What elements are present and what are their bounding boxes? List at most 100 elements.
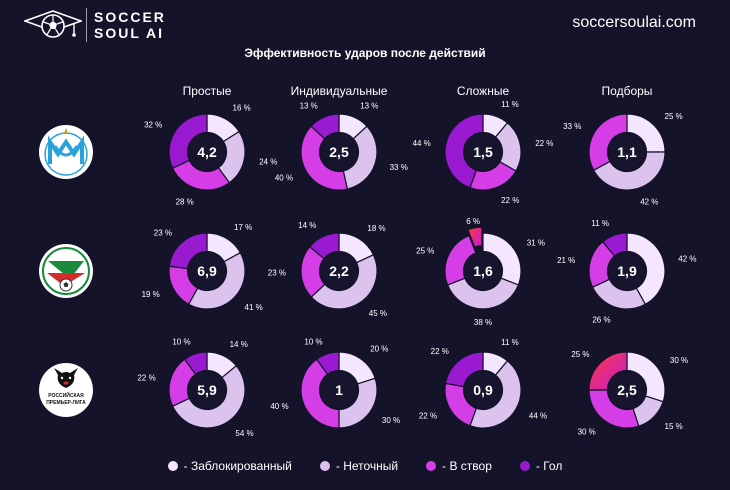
donut-segment [168,232,208,270]
header: SOCCER SOUL AI soccersoulai.com [0,0,730,50]
donut-hole [320,133,358,171]
segment-label: 16 % [233,103,251,112]
segment-label: 22 % [535,139,553,148]
segment-label: 25 % [416,247,434,256]
segment-label: 44 % [413,139,431,148]
legend-swatch [426,461,437,471]
legend-swatch [519,461,530,471]
column-header: Сложные [457,84,510,98]
donut-segment [168,113,208,169]
legend-label: - Заблокированный [183,459,292,473]
donut-segment [315,351,340,376]
donut-center-value: 1,6 [473,263,493,279]
segment-label: 13 % [360,101,378,110]
segment-label: 33 % [390,163,408,172]
segment-label: 21 % [557,256,575,265]
segment-label: 38 % [474,318,492,327]
segment-label: 45 % [369,309,387,318]
column-header: Подборы [602,84,653,98]
legend-item: - Гол [519,459,563,473]
segment-label: 10 % [172,338,190,347]
donut-hole [464,133,502,171]
donut-hole [320,371,358,409]
brand-line-1: SOCCER [94,9,166,25]
segment-label: 30 % [670,356,688,365]
donut: 30 % 15 % 30 % 25 % 2,5 [571,350,688,436]
donut-segment [310,113,340,140]
segment-label: 25 % [665,112,683,121]
legend-label: - Гол [535,459,563,473]
segment-label: 17 % [234,223,252,232]
donut-segment [588,113,628,172]
donut-segment [310,254,378,310]
segment-label: 33 % [563,122,581,131]
donut-center-value: 1,5 [473,144,493,160]
segment-label: 25 % [571,350,589,359]
legend-item: - Неточный [319,459,399,473]
segment-label: 22 % [137,373,155,382]
brand-line-2: SOUL AI [94,25,165,41]
donut-segment [444,351,484,388]
segment-label: 30 % [578,427,596,436]
donut-center-value: 5,9 [197,382,217,398]
donut: 31 % 38 % 25 % 6 % 1,6 [416,217,545,327]
donut-segment [300,125,349,191]
donut-center-value: 1,9 [617,263,637,279]
donut-hole [608,133,646,171]
donut-center-value: 2,5 [617,382,637,398]
donut-hole [608,371,646,409]
column-header: Простые [183,84,232,98]
donut-segment [469,360,522,429]
segment-label: 10 % [304,338,322,347]
donut-segment [601,232,628,257]
segment-label: 6 % [466,217,480,226]
donut-center-value: 2,5 [329,144,349,160]
brand-name: SOCCER SOUL AI [94,9,166,41]
donut-segment [183,351,208,376]
marseille-crest-icon [39,125,93,179]
segment-label: 11 % [591,219,609,228]
donut-segment [300,358,340,429]
donut-center-value: 0,9 [473,382,493,398]
segment-label: 18 % [367,224,385,233]
segment-label: 28 % [176,197,194,206]
column-header: Индивидуальные [291,84,388,98]
segment-label: 11 % [501,100,519,109]
donut-segment [588,351,628,391]
segment-label: 42 % [640,197,658,206]
donut-hole [188,252,226,290]
donut: 18 % 45 % 23 % 14 % 2,2 [268,221,387,318]
segment-label: 40 % [270,402,288,411]
donut-hole [464,252,502,290]
segment-label: 20 % [370,345,388,354]
legend-label: - Неточный [335,459,399,473]
segment-label: 13 % [300,101,318,110]
donut-hole [320,252,358,290]
site-url: soccersoulai.com [572,14,696,31]
donut-hole [464,371,502,409]
legend-swatch [167,461,178,471]
segment-label: 32 % [144,121,162,130]
segment-label: 42 % [678,254,696,263]
donut: 11 % 22 % 22 % 44 % 1,5 [413,100,554,205]
donut-center-value: 6,9 [197,263,217,279]
legend-item: - В створ [426,459,492,473]
donut-center-value: 4,2 [197,144,217,160]
donut-center-value: 1 [335,382,343,398]
legend-label: - В створ [442,459,492,473]
donut: 16 % 24 % 28 % 32 % 4,2 [144,103,277,206]
segment-label: 44 % [529,412,547,421]
segment-label: 30 % [382,416,400,425]
legend-swatch [319,461,330,471]
segment-label: 31 % [527,238,545,247]
soccer-ball-graduation-cap-icon [24,10,82,38]
donut: 13 % 33 % 40 % 13 % 2,5 [275,101,408,191]
donut: 17 % 41 % 19 % 23 % 6,9 [142,223,263,312]
segment-label: 19 % [142,290,160,299]
segment-label: 14 % [230,340,248,349]
donut-segment [446,277,520,310]
segment-label: 41 % [245,303,263,312]
donut: 11 % 44 % 22 % 22 % 0,9 [419,338,547,429]
